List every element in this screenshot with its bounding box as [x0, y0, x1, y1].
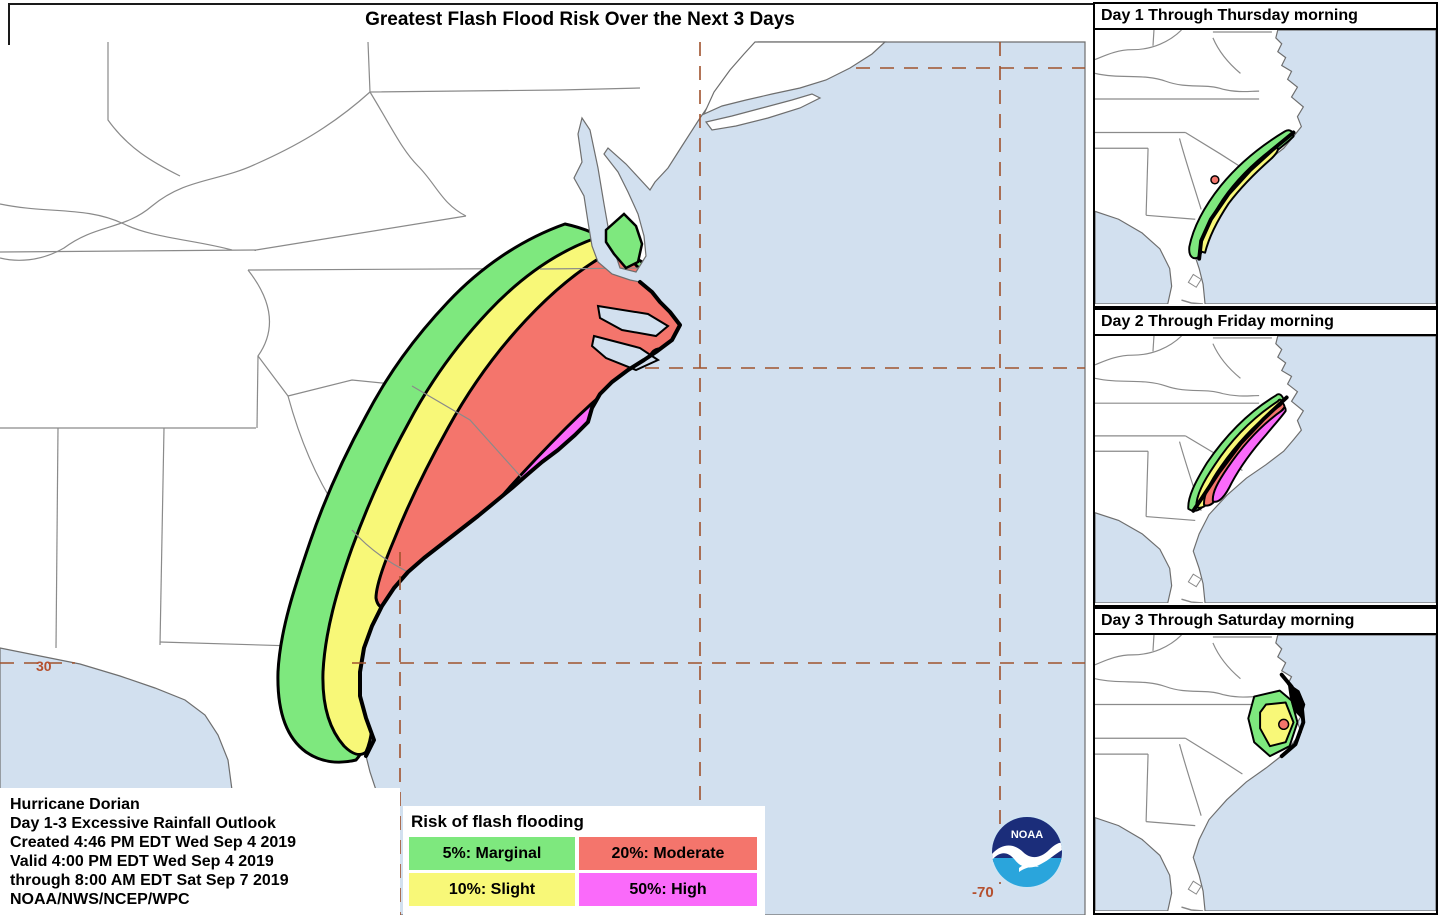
panel-map-day1: [1093, 30, 1438, 308]
day3-thick-coast: [1279, 672, 1306, 759]
product-name: Day 1-3 Excessive Rainfall Outlook: [10, 815, 276, 832]
panel-map-day2: [1093, 336, 1438, 607]
risk-coastline: [358, 280, 682, 758]
day2-band-high: [1211, 406, 1287, 503]
noaa-logo-text: NOAA: [1011, 829, 1043, 841]
longitude-label-minus70: -70: [972, 884, 994, 901]
day3-band-slight: [1259, 701, 1295, 748]
panel-title-day2: Day 2 Through Friday morning: [1093, 308, 1438, 336]
legend-item-marginal: 5%: Marginal: [409, 837, 575, 870]
noaa-logo-icon: NOAA: [990, 815, 1064, 889]
page-title: Greatest Flash Flood Risk Over the Next …: [365, 9, 795, 30]
noaa-logo: NOAA: [988, 813, 1066, 891]
product-info-block: Hurricane Dorian Day 1-3 Excessive Rainf…: [0, 788, 400, 915]
agency-line: NOAA/NWS/NCEP/WPC: [10, 891, 190, 908]
latitude-label-30: 30: [36, 658, 52, 674]
legend-item-moderate: 20%: Moderate: [579, 837, 757, 870]
day3-spot-moderate: [1278, 718, 1290, 731]
day1-spot-moderate: [1210, 175, 1220, 185]
panel-map-day3: [1093, 635, 1438, 915]
panel-title-day3: Day 3 Through Saturday morning: [1093, 607, 1438, 635]
through-time: through 8:00 AM EDT Sat Sep 7 2019: [10, 872, 289, 889]
main-map-canvas: [0, 41, 1086, 915]
day1-thick-coast: [1197, 130, 1296, 261]
main-map-left-tick: [8, 3, 10, 45]
main-map: Greatest Flash Flood Risk Over the Next …: [0, 3, 1093, 915]
legend-grid: 5%: Marginal 20%: Moderate 10%: Slight 5…: [409, 837, 759, 906]
legend-title: Risk of flash flooding: [411, 812, 584, 831]
panel-title-day1: Day 1 Through Thursday morning: [1093, 2, 1438, 30]
valid-time: Valid 4:00 PM EDT Wed Sep 4 2019: [10, 853, 274, 870]
delmarva-risk-patch: [604, 212, 644, 270]
legend-item-high: 50%: High: [579, 873, 757, 906]
legend-item-slight: 10%: Slight: [409, 873, 575, 906]
northeast-land: [702, 41, 887, 131]
created-time: Created 4:46 PM EDT Wed Sep 4 2019: [10, 834, 297, 851]
day2-thick-coast: [1191, 395, 1289, 513]
legend: Risk of flash flooding 5%: Marginal 20%:…: [403, 806, 765, 915]
main-map-top-border: [8, 3, 1093, 5]
storm-name: Hurricane Dorian: [10, 796, 140, 813]
